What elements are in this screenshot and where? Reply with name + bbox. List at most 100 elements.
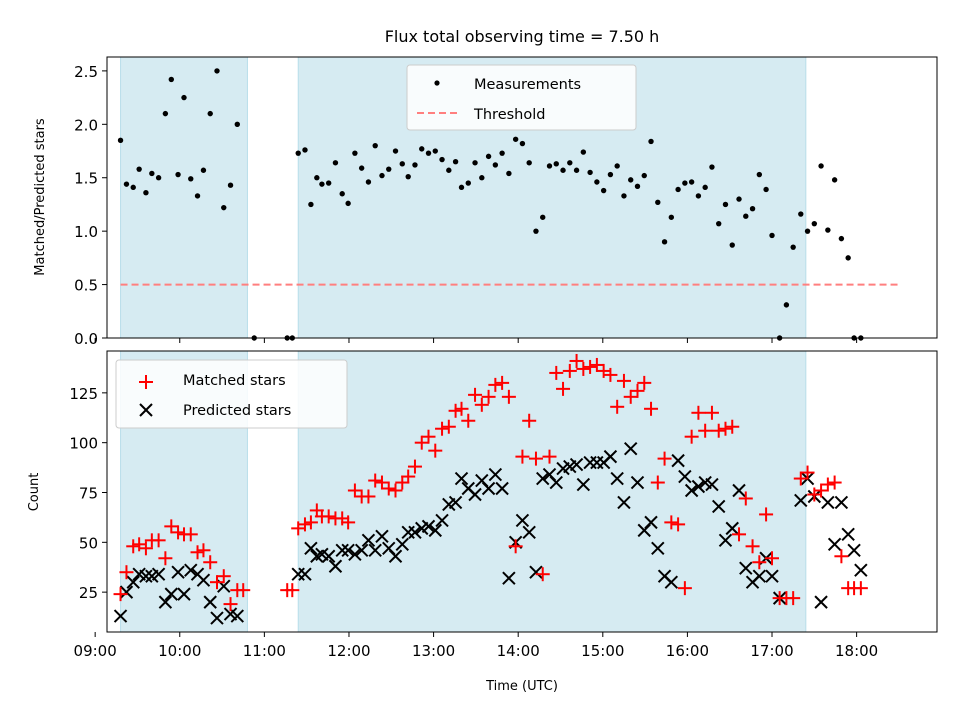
predicted-marker-stroke <box>678 469 692 484</box>
predicted-star-point <box>298 567 312 581</box>
x-tick-label: 18:00 <box>835 642 878 660</box>
measurement-point <box>614 163 620 169</box>
matched-star-point <box>616 373 631 388</box>
measurement-point <box>379 172 385 179</box>
matched-star-point <box>374 475 389 490</box>
measurement-point <box>783 302 790 308</box>
x-tick-label: 14:00 <box>497 642 540 660</box>
matched-star-point <box>528 451 543 466</box>
x-tick-label: 11:00 <box>243 642 286 660</box>
predicted-star-point <box>375 529 389 544</box>
matched-star-point <box>603 367 618 382</box>
matched-star-point <box>562 363 577 378</box>
measurement-point <box>439 156 445 163</box>
matched-star-point <box>461 413 476 428</box>
measurement-point <box>314 175 320 181</box>
predicted-marker-stroke <box>119 585 134 599</box>
measurement-point <box>458 184 465 191</box>
predicted-marker-stroke <box>624 441 638 456</box>
measurement-point <box>648 138 654 145</box>
predicted-star-point <box>732 483 746 498</box>
predicted-star-point <box>536 471 550 486</box>
measurement-point <box>227 182 234 188</box>
top-legend: Measurements Threshold <box>406 64 637 131</box>
measurement-point <box>798 211 804 217</box>
measurement-point <box>130 184 136 191</box>
top-plot-frame <box>106 56 938 339</box>
predicted-marker-stroke <box>196 573 211 587</box>
observing-window <box>120 56 248 339</box>
measurement-point <box>729 242 735 248</box>
matched-star-point <box>113 587 128 602</box>
legend-threshold-label: Threshold <box>473 107 545 123</box>
matched-star-point <box>522 413 537 428</box>
measurement-point <box>325 180 332 186</box>
predicted-star-point <box>718 533 733 548</box>
predicted-marker-stroke <box>230 609 245 623</box>
predicted-star-point <box>725 521 739 536</box>
measurement-point <box>446 167 452 173</box>
measurement-point <box>200 167 207 173</box>
predicted-marker-stroke <box>549 475 563 490</box>
predicted-star-point <box>328 559 343 573</box>
matched-star-point <box>435 421 450 436</box>
top-chart: 0.0 0.5 1.0 1.5 2.0 2.5 Flux total observing … <box>33 27 938 348</box>
matched-star-point <box>704 405 719 420</box>
matched-star-point <box>732 527 747 542</box>
predicted-marker-stroke <box>158 595 173 609</box>
predicted-marker-stroke <box>113 609 128 623</box>
predicted-marker-stroke <box>341 543 355 557</box>
predicted-marker-stroke <box>184 563 198 577</box>
predicted-star-point <box>847 543 861 557</box>
predicted-marker-stroke <box>712 499 726 514</box>
predicted-star-point <box>177 587 191 601</box>
matched-star-point <box>515 449 530 464</box>
predicted-star-point <box>468 487 482 502</box>
measurement-point <box>214 68 220 74</box>
matched-star-point <box>834 549 849 564</box>
measurement-point <box>695 193 702 199</box>
predicted-star-point <box>739 561 753 575</box>
measurement-point <box>412 162 418 168</box>
matched-star-point <box>738 491 753 506</box>
predicted-marker-stroke <box>461 481 475 496</box>
measurement-point <box>194 193 201 199</box>
predicted-marker-stroke <box>603 449 618 464</box>
x-tick-label: 16:00 <box>666 642 709 660</box>
predicted-star-point <box>139 569 153 583</box>
measurement-point <box>688 179 695 185</box>
predicted-marker-stroke <box>210 611 224 625</box>
matched-star-point <box>623 389 638 404</box>
measurement-point <box>372 142 378 149</box>
measurement-point <box>743 213 749 219</box>
predicted-star-point <box>712 499 726 514</box>
matched-star-point <box>725 419 740 434</box>
measurement-point <box>492 162 499 168</box>
measurement-point <box>308 201 314 208</box>
matched-star-point <box>158 551 173 566</box>
matched-star-point <box>765 551 780 566</box>
predicted-star-point <box>515 513 530 528</box>
bottom-legend: Matched stars Predicted stars <box>115 359 348 429</box>
measurement-point <box>845 255 851 261</box>
matched-star-point <box>752 555 767 570</box>
predicted-marker-stroke <box>304 541 318 556</box>
predicted-star-point <box>151 567 166 581</box>
matched-star-point <box>745 539 760 554</box>
predicted-star-point <box>624 441 638 456</box>
predicted-marker-stroke <box>315 547 329 561</box>
matched-star-point <box>171 525 186 540</box>
measurement-point <box>600 187 607 194</box>
matched-star-point <box>535 567 550 582</box>
x-tick-label: 12:00 <box>327 642 370 660</box>
y-tick-label: 50 <box>79 534 98 552</box>
matched-star-point <box>495 375 510 390</box>
predicted-star-point <box>630 475 645 490</box>
predicted-marker-stroke <box>298 567 312 581</box>
matched-star-point <box>209 575 224 590</box>
predicted-marker-stroke <box>657 569 672 583</box>
measurement-point <box>149 170 155 177</box>
predicted-marker-stroke <box>171 565 185 579</box>
predicted-star-point <box>448 495 463 510</box>
